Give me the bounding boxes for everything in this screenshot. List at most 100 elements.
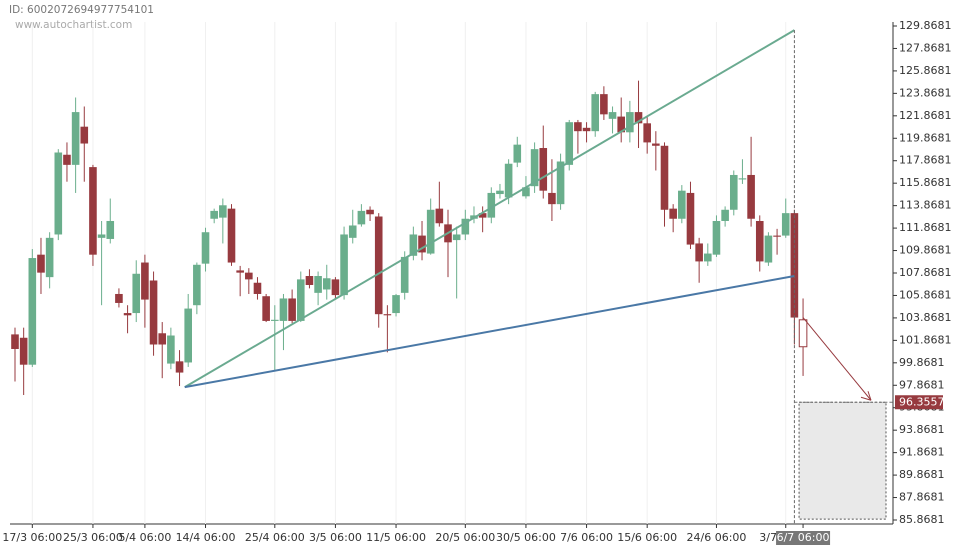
candle-body — [279, 298, 288, 321]
candle-body — [496, 190, 504, 195]
target-badge — [895, 395, 943, 410]
candle-body — [582, 127, 591, 132]
candle-body — [548, 192, 556, 205]
candle-body — [357, 210, 366, 225]
candle-body — [201, 232, 210, 264]
candle-body — [348, 225, 357, 238]
candle-body — [253, 282, 262, 294]
x-tick-label: 25/4 06:00 — [245, 531, 305, 544]
candle-body — [383, 314, 392, 316]
candle-body — [97, 234, 106, 238]
candle-body — [210, 210, 218, 219]
chart-id: ID: 6002072694977754101 — [9, 4, 154, 16]
candle-body — [392, 295, 400, 314]
candle-body — [158, 333, 167, 345]
candle-body — [426, 209, 435, 254]
candle-body — [89, 167, 97, 255]
candle-body — [478, 213, 487, 218]
candle-body — [608, 112, 617, 119]
candle-body — [539, 148, 548, 191]
candle-body — [54, 152, 63, 235]
y-tick-label: 91.8681 — [899, 446, 945, 459]
candle-body — [652, 143, 660, 146]
candle-body — [37, 254, 45, 273]
candle-body — [400, 256, 409, 293]
y-tick-label: 101.8681 — [899, 333, 952, 346]
y-tick-label: 119.8681 — [899, 131, 952, 144]
candle-body — [219, 205, 227, 218]
candle-body — [617, 116, 625, 133]
forecast-arrow — [802, 317, 872, 401]
x-tick-label: 24/6 06:00 — [687, 531, 747, 544]
candle-body — [747, 174, 755, 219]
candle-body — [435, 208, 444, 224]
candle-body — [305, 276, 314, 285]
y-tick-label: 99.8681 — [899, 356, 945, 369]
candle-body — [71, 112, 80, 165]
x-tick-label: 25/3 06:00 — [63, 531, 123, 544]
y-tick-label: 127.8681 — [899, 41, 952, 54]
candle-body — [704, 253, 712, 262]
candle-body — [245, 272, 253, 280]
y-tick-label: 89.8681 — [899, 468, 945, 481]
candle-body — [764, 235, 773, 263]
x-tick-label: 30/5 06:00 — [496, 531, 556, 544]
y-tick-label: 117.8681 — [899, 154, 952, 167]
forecast-zone — [798, 401, 887, 520]
x-tick-label: 3/5 06:00 — [309, 531, 362, 544]
candle-body — [19, 337, 28, 365]
y-tick-label: 129.8681 — [899, 19, 952, 32]
candle-body — [513, 144, 522, 163]
candle-body — [227, 208, 236, 263]
trendline — [184, 29, 795, 389]
candle-body — [721, 209, 729, 221]
candle-body — [530, 149, 539, 187]
x-tick-label: 5/4 06:00 — [118, 531, 171, 544]
candle-body — [574, 122, 582, 132]
candle-body — [729, 174, 738, 210]
y-tick-label: 103.8681 — [899, 311, 952, 324]
candle-body — [288, 298, 296, 321]
y-tick-label: 97.8681 — [899, 378, 945, 391]
watermark: www.autochartist.com — [15, 19, 132, 31]
candle-body — [132, 273, 141, 314]
candle-body — [175, 361, 184, 373]
x-tick-label: 15/6 06:00 — [617, 531, 677, 544]
candle-body — [695, 243, 703, 262]
candle-body — [565, 122, 574, 165]
candle-body — [296, 279, 305, 321]
candle-body — [461, 218, 470, 235]
candle-body — [374, 216, 383, 315]
candle-body — [149, 280, 158, 345]
x-highlight — [776, 531, 831, 545]
candle-body — [556, 161, 565, 205]
candle-body — [409, 234, 418, 256]
y-tick-label: 115.8681 — [899, 176, 952, 189]
y-tick-label: 105.8681 — [899, 288, 952, 301]
candle-body — [193, 264, 201, 306]
candle-body — [11, 334, 19, 349]
candle-body — [600, 94, 608, 115]
candle-body — [167, 335, 175, 364]
y-tick-label: 111.8681 — [899, 221, 952, 234]
y-tick-label: 125.8681 — [899, 64, 952, 77]
candle-body — [643, 123, 651, 143]
candle-body — [28, 258, 37, 365]
candle-body — [660, 145, 669, 210]
candle-body — [798, 319, 808, 348]
candle-body — [366, 209, 374, 215]
candle-body — [738, 178, 747, 180]
y-tick-label: 113.8681 — [899, 199, 952, 212]
x-tick-label: 17/3 06:00 — [2, 531, 62, 544]
y-tick-label: 109.8681 — [899, 244, 952, 257]
candle-body — [522, 187, 530, 197]
candle-body — [504, 163, 513, 198]
candle-body — [184, 308, 192, 363]
candle-body — [626, 112, 634, 133]
candle-body — [591, 94, 600, 132]
x-tick-label: 14/4 06:00 — [176, 531, 236, 544]
candle-body — [141, 262, 149, 300]
candle-body — [669, 208, 677, 219]
candle-body — [678, 190, 686, 219]
candle-body — [271, 319, 279, 321]
